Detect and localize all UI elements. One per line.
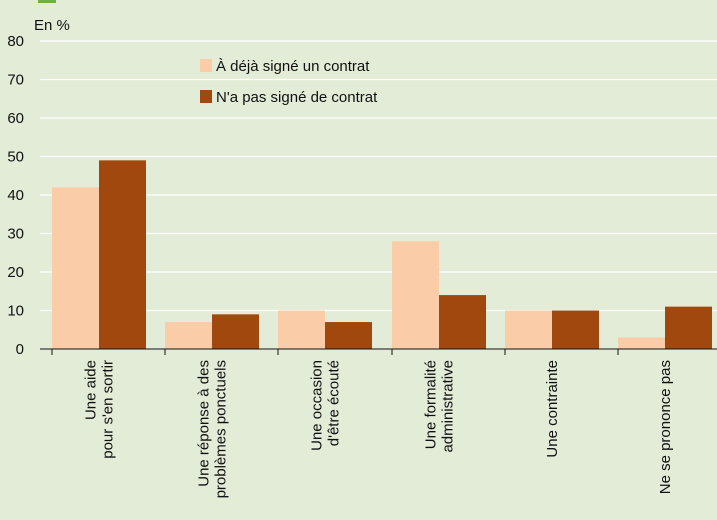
y-tick-label: 60 — [7, 110, 24, 127]
category-label: Une aide — [83, 360, 100, 420]
y-tick-label: 20 — [7, 264, 24, 281]
bars — [52, 160, 712, 349]
legend-label-not-signed: N'a pas signé de contrat — [216, 89, 378, 106]
y-tick-label: 0 — [16, 341, 24, 358]
category-labels: Une aide pour s'en sortir Une réponse à de… — [83, 360, 675, 498]
y-axis-ticks: 0 10 20 30 40 50 60 70 80 — [7, 33, 24, 358]
bar-signed — [52, 187, 99, 349]
y-tick-label: 10 — [7, 303, 24, 320]
bar-signed — [505, 310, 552, 349]
y-tick-label: 40 — [7, 187, 24, 204]
y-tick-label: 80 — [7, 33, 24, 50]
bar-not-signed — [325, 322, 372, 349]
bar-not-signed — [212, 314, 259, 349]
x-axis-ticks — [51, 349, 619, 355]
bar-not-signed — [665, 306, 712, 349]
bar-signed — [165, 322, 212, 349]
category-label: Une contrainte — [544, 360, 561, 458]
category-label: administrative — [440, 360, 457, 453]
legend-swatch-not-signed — [200, 90, 212, 103]
bar-not-signed — [439, 295, 486, 349]
legend-swatch-signed — [200, 59, 212, 72]
y-tick-label: 50 — [7, 149, 24, 166]
bar-not-signed — [99, 160, 146, 349]
category-label: Une réponse à des — [196, 360, 213, 487]
gridlines — [40, 40, 717, 312]
legend: À déjà signé un contrat N'a pas signé de… — [200, 58, 378, 106]
category-label: Ne se prononce pas — [657, 360, 674, 494]
bar-signed — [278, 310, 325, 349]
category-label: Une occasion — [309, 360, 326, 451]
category-label: Une formalité — [423, 360, 440, 449]
y-tick-label: 30 — [7, 226, 24, 243]
category-label: problèmes ponctuels — [213, 360, 230, 498]
legend-label-signed: À déjà signé un contrat — [216, 58, 370, 75]
bar-not-signed — [552, 310, 599, 349]
bar-signed — [392, 241, 439, 349]
category-label: d'être écouté — [326, 360, 343, 446]
category-label: pour s'en sortir — [100, 360, 117, 459]
bar-signed — [618, 337, 665, 349]
y-axis-unit-label: En % — [34, 17, 70, 34]
y-tick-label: 70 — [7, 72, 24, 89]
chart-top-accent — [38, 0, 56, 3]
